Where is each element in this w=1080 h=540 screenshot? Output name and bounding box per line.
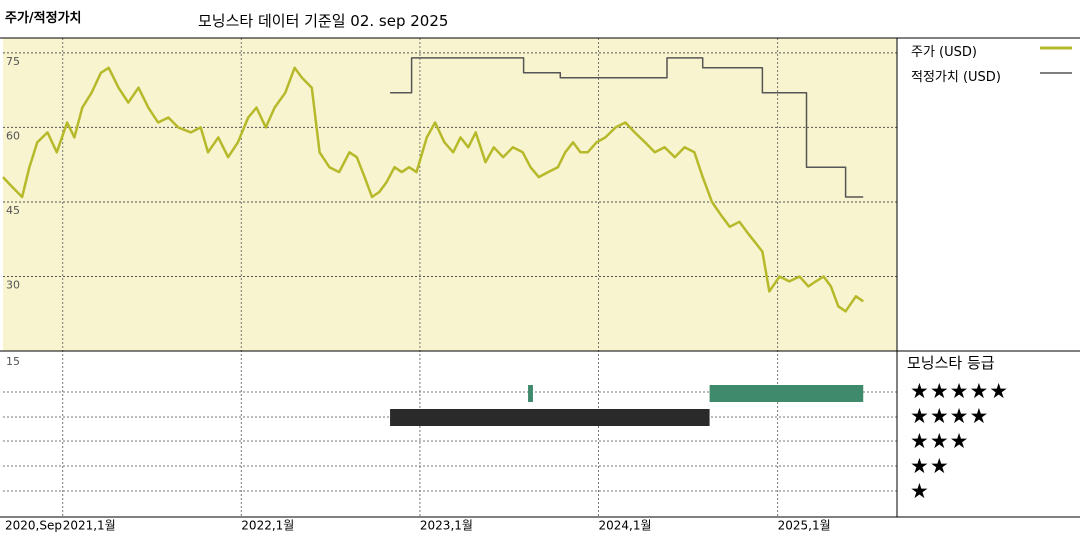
rating-1-star: ★ [910, 479, 930, 503]
x-tick-label: 2021,1월 [63, 519, 116, 533]
y-tick-label: 60 [6, 129, 20, 142]
fair-value-series-line [390, 57, 864, 198]
price-series-line [2, 66, 864, 313]
x-tick-label: 2025,1월 [778, 519, 831, 533]
x-tick-label: 2020,Sep [5, 519, 62, 533]
chart-title: 모닝스타 데이터 기준일 02. sep 2025 [198, 12, 449, 30]
x-tick-label: 2022,1월 [241, 519, 294, 533]
rating-3-stars: ★★★ [910, 429, 970, 453]
y-tick-label: 75 [6, 55, 20, 68]
rating-4-stars: ★★★★ [910, 404, 990, 428]
y-tick-label: 30 [6, 278, 20, 291]
rating-bar-4-star [390, 409, 710, 426]
chart-section-title: 주가/적정가치 [5, 11, 82, 26]
rating-bar-5-star [528, 385, 533, 402]
x-tick-label: 2024,1월 [599, 519, 652, 533]
plot-background [3, 38, 897, 351]
y-tick-label: 45 [6, 204, 20, 217]
legend-price-label: 주가 (USD) [911, 45, 977, 60]
legend-fair-value-label: 적정가치 (USD) [911, 70, 1001, 85]
rating-bar-5-star [709, 385, 864, 402]
y-tick-label: 15 [6, 355, 20, 368]
rating-2-stars: ★★ [910, 454, 950, 478]
rating-panel-title: 모닝스타 등급 [907, 354, 995, 372]
rating-5-stars: ★★★★★ [910, 379, 1010, 403]
x-tick-label: 2023,1월 [420, 519, 473, 533]
